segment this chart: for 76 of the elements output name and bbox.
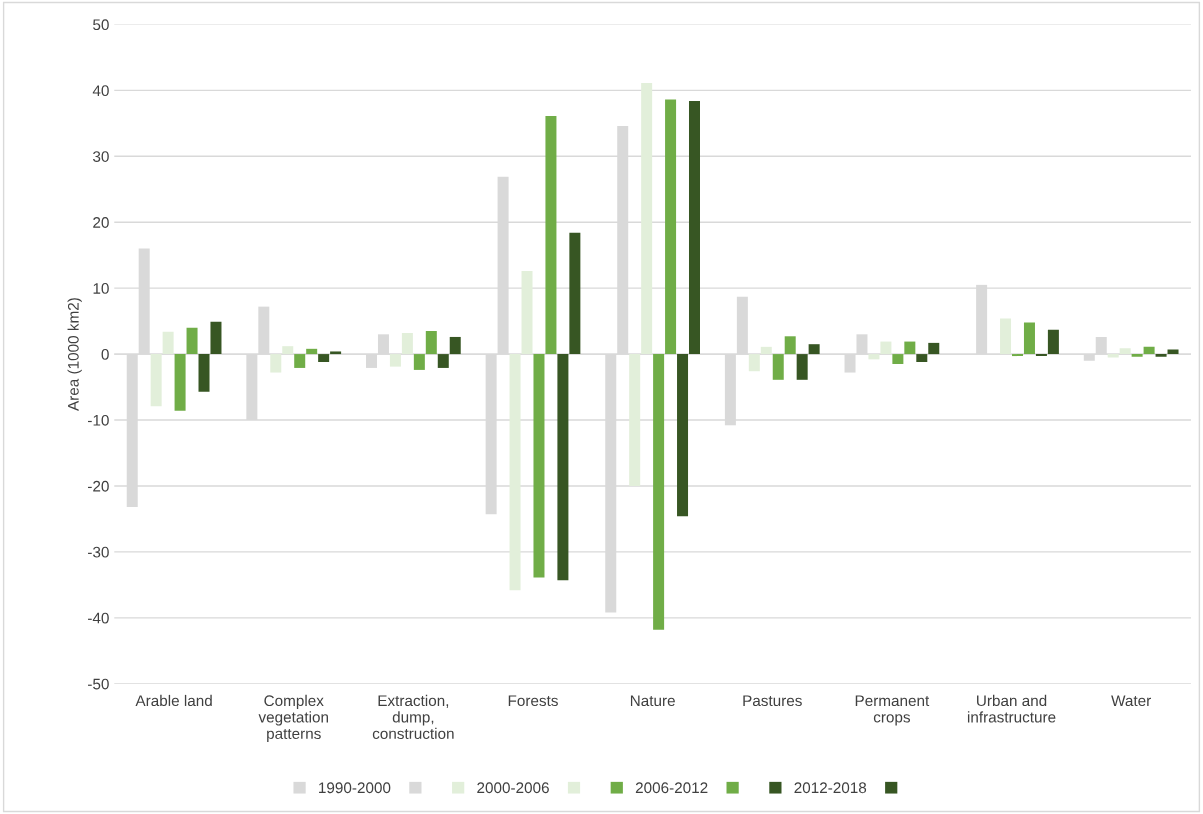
legend-label: 2012-2018: [794, 782, 867, 794]
bar: [641, 83, 653, 355]
x-tick-label: Extraction, dump, construction: [372, 694, 454, 740]
bar: [282, 346, 294, 355]
bar: [1000, 318, 1012, 355]
bar: [629, 354, 641, 486]
bar: [509, 354, 521, 591]
bar: [772, 354, 784, 380]
bar: [868, 354, 880, 360]
bar: [150, 354, 162, 407]
bar: [210, 321, 222, 355]
y-tick-label: 20: [93, 217, 109, 228]
bar: [1119, 348, 1131, 355]
y-tick-label: -40: [88, 612, 109, 624]
bar: [916, 354, 928, 362]
y-tick-label: 30: [93, 151, 109, 162]
bar: [892, 354, 904, 364]
x-tick-label: Pastures: [743, 695, 802, 707]
bar: [928, 342, 940, 355]
x-tick-label: Forests: [508, 695, 558, 707]
bar: [294, 354, 306, 368]
bar: [665, 99, 677, 355]
bar: [784, 336, 796, 355]
bar: [557, 354, 569, 581]
bar: [904, 341, 916, 355]
bar: [389, 354, 401, 367]
x-tick-label: Nature: [630, 695, 675, 707]
bar: [796, 354, 808, 380]
bar: [569, 232, 581, 355]
bar: [186, 327, 198, 355]
y-tick-label: -30: [88, 546, 109, 558]
x-tick-label: Permanent crops: [855, 695, 930, 726]
x-tick-label: Water: [1111, 695, 1151, 707]
legend-label: 1990-2000: [319, 782, 391, 794]
bar: [1143, 346, 1155, 355]
y-tick-label: 0: [101, 348, 109, 360]
bar: [880, 341, 892, 355]
bar: [437, 354, 449, 368]
bar: [521, 271, 533, 355]
x-tick-label: Complex vegetation patterns: [258, 694, 328, 743]
bar: [748, 354, 760, 372]
bar: [1155, 354, 1167, 357]
bar: [1047, 329, 1059, 355]
bar: [1107, 354, 1119, 358]
bar: [545, 116, 557, 355]
legend-label: 2000-2006: [477, 782, 549, 794]
bar: [760, 346, 772, 355]
y-axis-title: Area (1000 km2): [67, 298, 82, 411]
bar: [689, 100, 700, 355]
bar: [425, 331, 437, 355]
bar: [306, 348, 318, 355]
bar: [330, 351, 342, 355]
bar: [677, 354, 689, 517]
y-tick-label: 50: [93, 19, 109, 31]
bar: [198, 354, 210, 392]
x-tick-label: Arable land: [135, 694, 212, 707]
bar: [162, 331, 174, 355]
bar: [653, 354, 665, 630]
bar: [413, 354, 425, 370]
bar: [174, 354, 186, 411]
bar: [1023, 322, 1035, 355]
bar: [533, 354, 545, 578]
y-tick-label: 10: [93, 283, 109, 294]
legend-label: 2006-2012: [635, 782, 708, 794]
bar: [401, 332, 413, 355]
y-tick-label: -50: [88, 678, 109, 690]
bar: [449, 336, 461, 355]
bar: [808, 344, 820, 355]
bar: [318, 354, 330, 362]
x-tick-label: Urban and infrastructure: [967, 694, 1056, 723]
bar: [270, 354, 282, 373]
y-tick-label: 40: [92, 85, 109, 97]
bar: [1167, 349, 1179, 355]
y-tick-label: -20: [88, 480, 109, 492]
y-tick-label: -10: [88, 414, 109, 426]
bar: [1131, 354, 1143, 357]
